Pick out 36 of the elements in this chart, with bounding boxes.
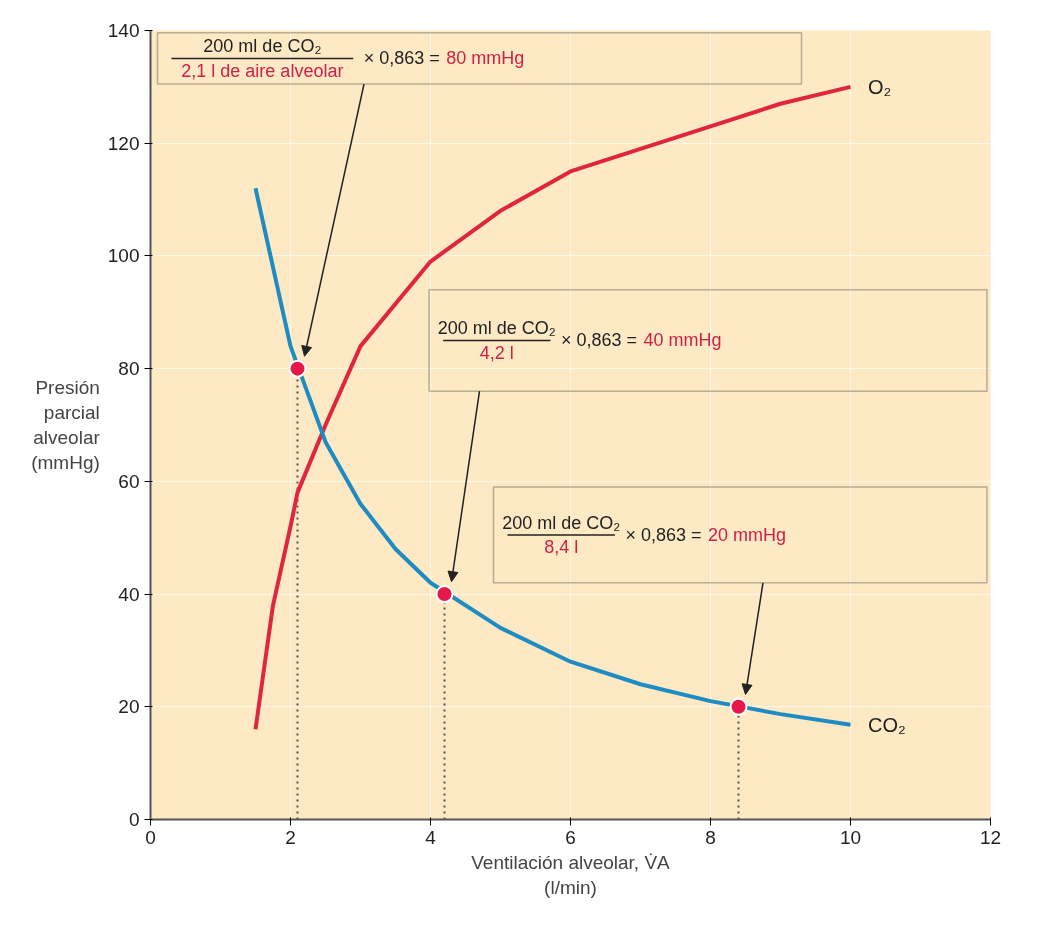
annotation: 200 ml de CO₂	[203, 36, 322, 57]
annotation: 4,2 l	[479, 342, 514, 363]
y-tick-label: 120	[107, 132, 140, 154]
annotation: × 0,863 =	[560, 330, 638, 351]
annotation: 200 ml de CO₂	[502, 512, 621, 533]
annotation: 20 mmHg	[707, 524, 787, 545]
series-label: CO₂	[868, 713, 906, 736]
annotation: 80 mmHg	[446, 48, 525, 69]
y-tick-label: 80	[118, 358, 140, 380]
point	[729, 697, 748, 716]
annotation: × 0,863 =	[625, 524, 702, 545]
line-series	[253, 84, 853, 732]
annotation: 8,4 l	[544, 537, 579, 558]
x-tick-label: 0	[145, 826, 156, 848]
y-axis-title: Presión parcial alveolar (mmHg)	[31, 376, 101, 474]
point	[288, 359, 307, 378]
x-tick-label: 10	[839, 826, 862, 848]
line-series	[253, 186, 853, 727]
y-tick-label: 140	[107, 20, 140, 41]
x-tick-label: 2	[285, 826, 296, 848]
annotation: 40 mmHg	[643, 330, 722, 351]
annotation: 200 ml de CO₂	[437, 318, 556, 339]
y-tick-label: 0	[128, 809, 140, 830]
annotation: 2,1 l de aire alveolar	[181, 60, 344, 81]
annotation: × 0,863 =	[363, 48, 440, 69]
series-label: O₂	[868, 75, 892, 98]
x-tick-label: 12	[979, 826, 1002, 848]
x-tick-label: 8	[705, 826, 716, 848]
x-tick-label: 6	[565, 826, 576, 848]
x-axis-title: Ventilación alveolar, V̇A (l/min)	[471, 851, 671, 898]
y-tick-label: 100	[107, 245, 140, 267]
y-tick-label: 60	[118, 470, 140, 492]
x-tick-label: 4	[425, 826, 437, 848]
point	[435, 585, 454, 604]
y-tick-label: 40	[118, 583, 140, 605]
y-tick-label: 20	[118, 696, 140, 718]
